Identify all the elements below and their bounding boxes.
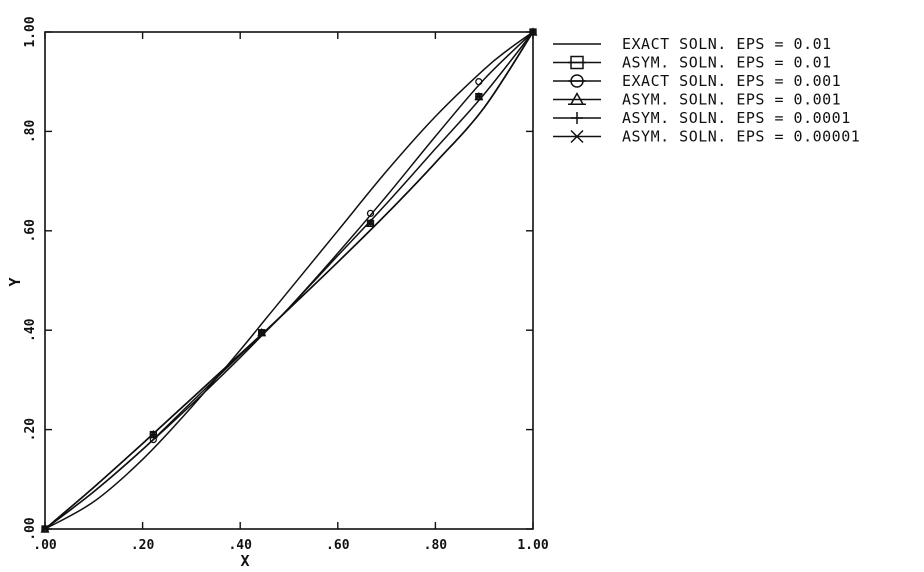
legend-label-4: ASYM. SOLN. EPS = 0.001 — [622, 91, 841, 109]
marker-s6-p5-b — [475, 93, 483, 101]
legend-label-3: EXACT SOLN. EPS = 0.001 — [622, 72, 841, 90]
legend-marker-6-b — [570, 129, 584, 144]
marker-s3-p4 — [366, 209, 375, 218]
legend-label-5: ASYM. SOLN. EPS = 0.0001 — [622, 109, 851, 127]
x-tick-label: .40 — [228, 538, 252, 553]
x-axis-title: X — [240, 552, 249, 570]
marker-s3-p5 — [475, 78, 483, 86]
y-tick-label: .20 — [23, 418, 38, 442]
series-line-1 — [44, 31, 534, 530]
legend-label-2: ASYM. SOLN. EPS = 0.01 — [622, 54, 832, 72]
series-lines — [44, 31, 534, 530]
marker-s6-p2-b — [149, 431, 157, 439]
x-tick-label: .80 — [424, 538, 448, 553]
y-tick-label: 1.00 — [23, 16, 38, 47]
y-tick-label: .60 — [23, 219, 38, 243]
x-tick-label: 1.00 — [517, 538, 548, 553]
x-tick-label: .20 — [131, 538, 155, 553]
tick-group: .00 .20 .40 .60 .80 1.00 .00 .20 .40 .60 .80 1.00 — [23, 16, 549, 553]
y-tick-label: .80 — [23, 119, 38, 143]
x-tick-label: .60 — [326, 538, 350, 553]
legend-label-1: EXACT SOLN. EPS = 0.01 — [622, 35, 832, 53]
marker-s6-p3-b — [258, 329, 266, 337]
y-axis-title: Y — [6, 277, 24, 286]
marker-group — [40, 27, 538, 533]
series-line-3 — [44, 31, 534, 530]
marker-s6-p1-b — [41, 525, 49, 533]
marker-s6-p4-b — [367, 219, 374, 227]
marker-s6-p6-b — [529, 28, 537, 36]
y-tick-label: .40 — [23, 318, 38, 342]
plot-frame — [44, 31, 534, 530]
y-tick-label: .00 — [23, 517, 38, 541]
x-tick-label: .00 — [33, 538, 57, 553]
legend-label-6: ASYM. SOLN. EPS = 0.00001 — [622, 128, 860, 146]
series-line-6 — [44, 31, 534, 530]
